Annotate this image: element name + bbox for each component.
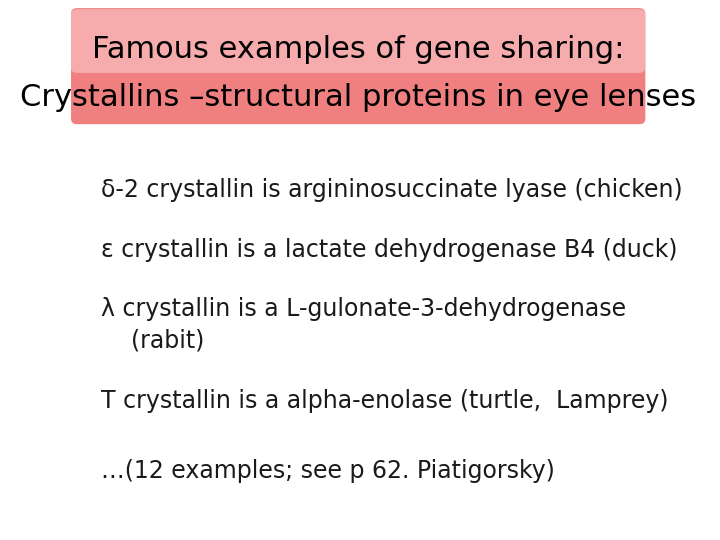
FancyBboxPatch shape xyxy=(71,8,645,124)
Text: Crystallins –structural proteins in eye lenses: Crystallins –structural proteins in eye … xyxy=(20,83,696,112)
Text: ε crystallin is a lactate dehydrogenase B4 (duck): ε crystallin is a lactate dehydrogenase … xyxy=(101,238,678,261)
Text: δ-2 crystallin is argininosuccinate lyase (chicken): δ-2 crystallin is argininosuccinate lyas… xyxy=(101,178,683,202)
Text: Famous examples of gene sharing:: Famous examples of gene sharing: xyxy=(92,35,624,64)
Text: λ crystallin is a L-gulonate-3-dehydrogenase
    (rabit): λ crystallin is a L-gulonate-3-dehydroge… xyxy=(101,297,626,353)
FancyBboxPatch shape xyxy=(71,9,645,73)
Text: …(12 examples; see p 62. Piatigorsky): …(12 examples; see p 62. Piatigorsky) xyxy=(101,459,555,483)
Text: T crystallin is a alpha-enolase (turtle,  Lamprey): T crystallin is a alpha-enolase (turtle,… xyxy=(101,389,668,413)
